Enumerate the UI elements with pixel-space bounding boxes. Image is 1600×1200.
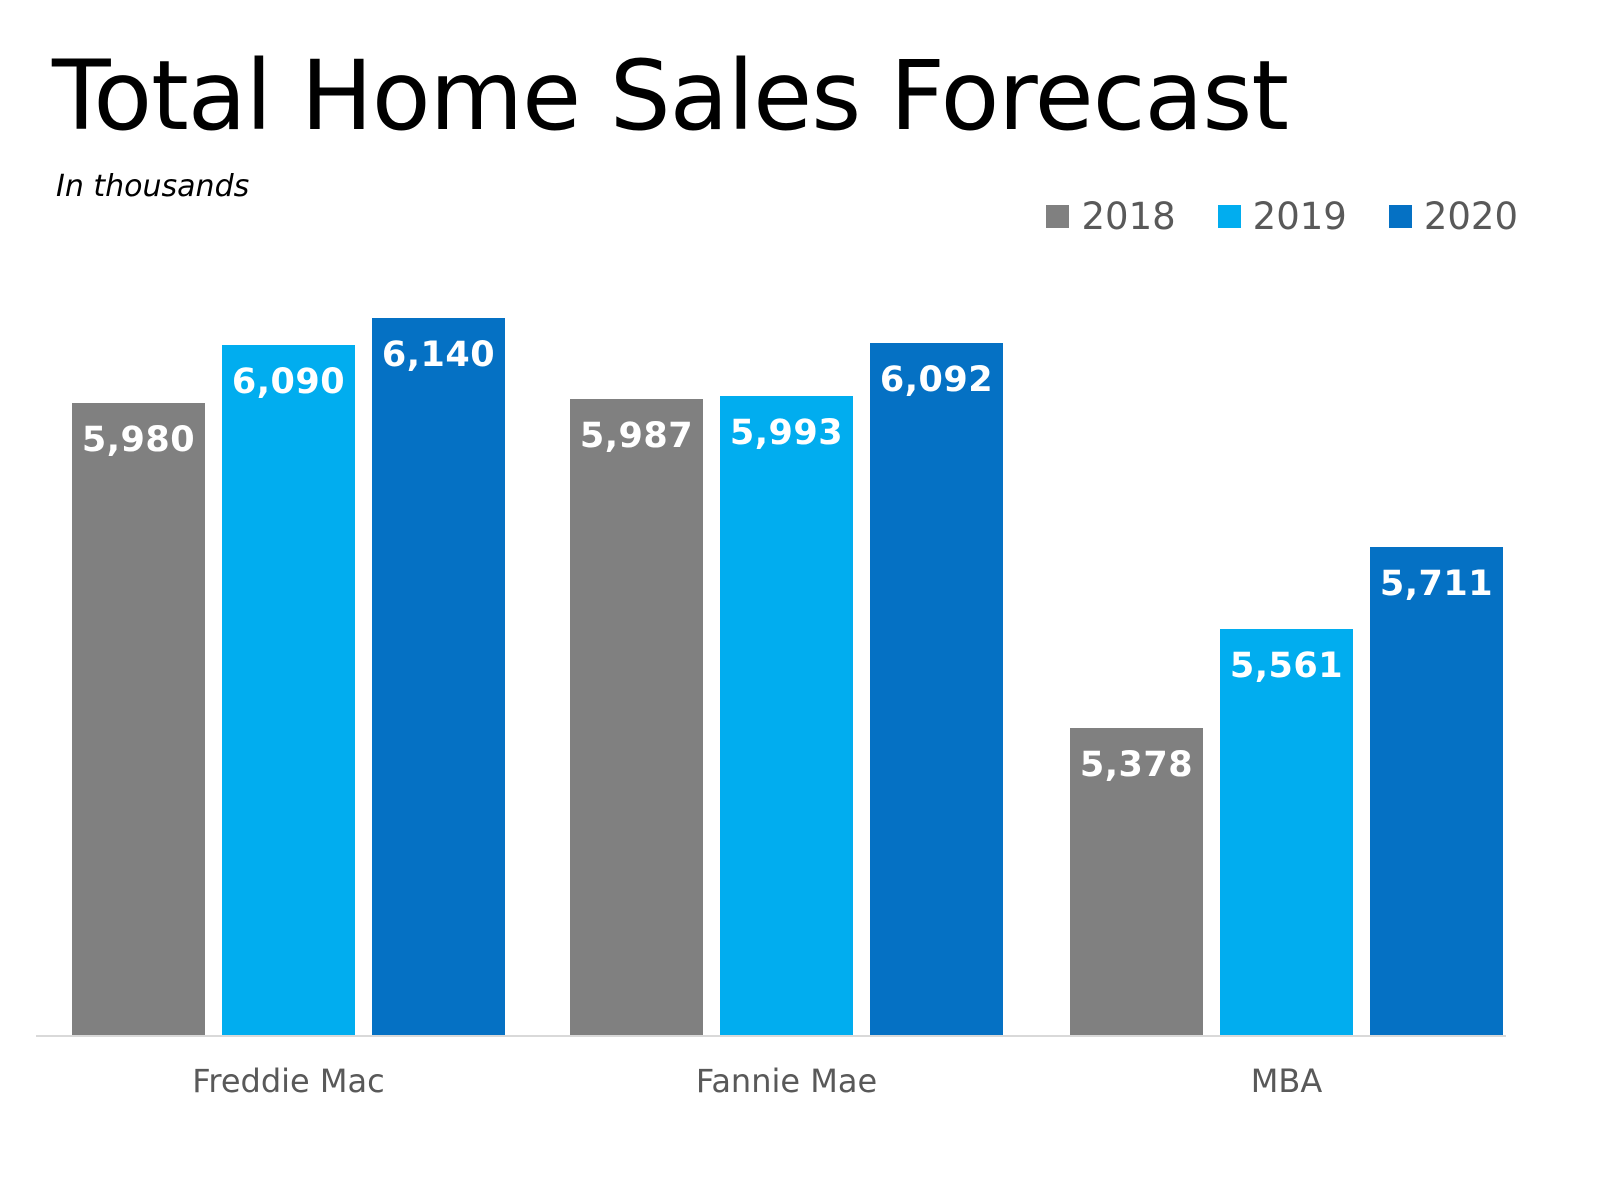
bar-fannie-mae-2020[interactable]: 6,092 xyxy=(870,343,1003,1035)
legend-label-2020: 2020 xyxy=(1423,195,1518,238)
bar-value-label: 5,987 xyxy=(579,416,694,456)
bar-value-label: 5,378 xyxy=(1079,745,1194,785)
bar-fannie-mae-2019[interactable]: 5,993 xyxy=(720,396,853,1035)
chart-legend: 2018 2019 2020 xyxy=(1046,198,1518,235)
bar-freddie-mac-2018[interactable]: 5,980 xyxy=(72,403,205,1035)
bar-value-label: 6,092 xyxy=(879,360,994,400)
category-label-fannie-mae: Fannie Mae xyxy=(695,1062,878,1100)
bar-value-label: 6,140 xyxy=(381,335,496,375)
bar-value-label: 5,561 xyxy=(1229,646,1344,686)
legend-item-2020[interactable]: 2020 xyxy=(1388,195,1518,238)
bar-value-label: 6,090 xyxy=(231,362,346,402)
legend-swatch-2018-icon xyxy=(1046,205,1070,228)
legend-label-2018: 2018 xyxy=(1081,195,1176,238)
bar-value-label: 5,993 xyxy=(729,413,844,453)
bar-mba-2020[interactable]: 5,711 xyxy=(1370,547,1503,1035)
bar-mba-2019[interactable]: 5,561 xyxy=(1220,629,1353,1035)
bar-mba-2018[interactable]: 5,378 xyxy=(1070,728,1203,1035)
legend-swatch-2020-icon xyxy=(1388,205,1412,228)
page-title: Total Home Sales Forecast xyxy=(52,40,1289,152)
category-label-freddie-mac: Freddie Mac xyxy=(192,1062,385,1100)
bar-value-label: 5,980 xyxy=(81,420,196,460)
legend-item-2018[interactable]: 2018 xyxy=(1046,195,1176,238)
bar-value-label: 5,711 xyxy=(1379,564,1494,604)
bar-fannie-mae-2018[interactable]: 5,987 xyxy=(570,399,703,1035)
bar-freddie-mac-2020[interactable]: 6,140 xyxy=(372,318,505,1035)
legend-label-2019: 2019 xyxy=(1252,195,1347,238)
legend-item-2019[interactable]: 2019 xyxy=(1217,195,1347,238)
chart-subtitle: In thousands xyxy=(56,169,250,204)
legend-swatch-2019-icon xyxy=(1217,205,1241,228)
category-axis-line xyxy=(36,1035,1506,1037)
bar-freddie-mac-2019[interactable]: 6,090 xyxy=(222,345,355,1035)
category-label-mba: MBA xyxy=(1250,1062,1323,1100)
